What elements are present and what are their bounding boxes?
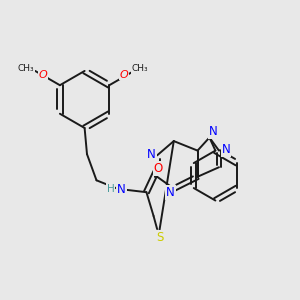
Text: O: O (38, 70, 47, 80)
Text: O: O (120, 70, 128, 80)
Text: N: N (147, 148, 156, 161)
Text: CH₃: CH₃ (17, 64, 34, 73)
Text: N: N (117, 183, 126, 196)
Text: N: N (222, 143, 230, 156)
Text: N: N (166, 186, 175, 199)
Text: CH₃: CH₃ (132, 64, 148, 73)
Text: S: S (156, 231, 163, 244)
Text: O: O (154, 162, 163, 175)
Text: N: N (208, 125, 217, 138)
Text: H: H (107, 184, 115, 194)
